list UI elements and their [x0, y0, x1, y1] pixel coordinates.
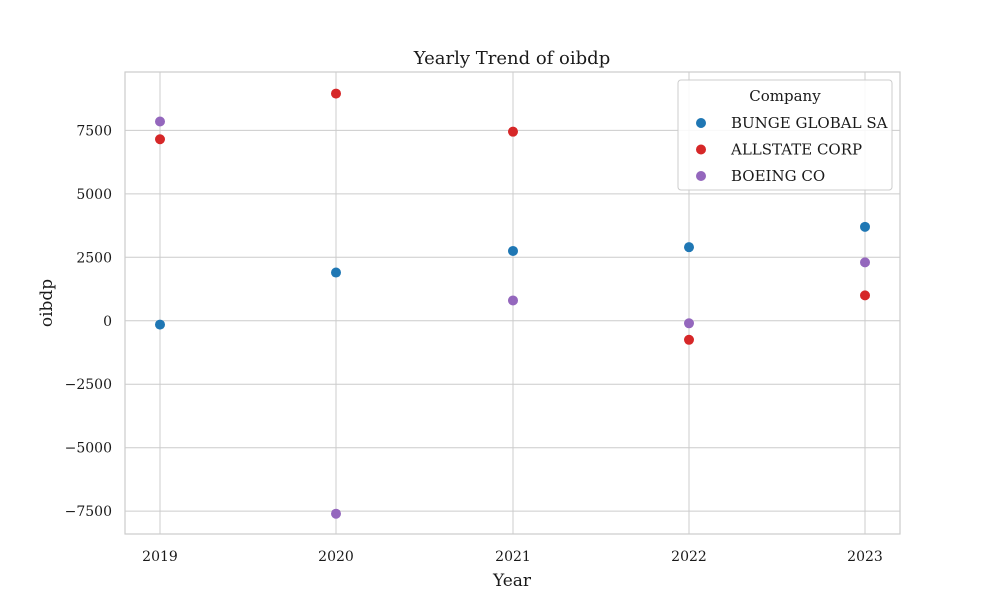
legend-label: BUNGE GLOBAL SA [731, 114, 888, 132]
x-tick-label: 2019 [142, 549, 178, 565]
data-point-bunge-global-sa-2022 [684, 242, 694, 253]
legend-box [677, 79, 893, 191]
data-point-bunge-global-sa-2019 [155, 319, 165, 330]
data-point-bunge-global-sa-2020 [331, 267, 341, 278]
x-tick-label: 2023 [847, 549, 883, 565]
legend-marker [696, 144, 706, 155]
points-layer [155, 88, 870, 519]
legend-items: BUNGE GLOBAL SA ALLSTATE CORP BOEING CO [696, 114, 888, 185]
data-point-boeing-co-2020 [331, 508, 341, 519]
data-point-boeing-co-2021 [508, 295, 518, 306]
x-axis-label: Year [492, 571, 532, 591]
plot-frame [124, 71, 901, 535]
y-tick-label: 2500 [76, 250, 112, 266]
x-tick-label: 2022 [671, 549, 707, 565]
legend-marker [696, 118, 706, 128]
data-point-boeing-co-2022 [684, 318, 694, 329]
data-point-boeing-co-2019 [155, 116, 165, 127]
y-tick-label: 7500 [76, 123, 112, 139]
data-point-allstate-corp-2020 [331, 88, 341, 99]
data-point-bunge-global-sa-2023 [860, 221, 870, 232]
y-tick-label: −5000 [65, 441, 112, 457]
ticks-layer: 2019 2020 2021 2022 2023 −7500 −5000 −2500 0 2500… [65, 123, 883, 565]
grid-layer [125, 72, 900, 534]
data-point-boeing-co-2023 [860, 257, 870, 268]
data-point-bunge-global-sa-2021 [508, 245, 518, 256]
y-tick-label: −7500 [65, 504, 112, 520]
legend-title: Company [749, 87, 821, 105]
data-point-allstate-corp-2021 [508, 126, 518, 137]
y-tick-label: 0 [103, 314, 112, 330]
chart-title: Yearly Trend of oibdp [413, 48, 610, 69]
data-point-allstate-corp-2023 [860, 290, 870, 301]
x-tick-label: 2021 [495, 549, 531, 565]
data-point-allstate-corp-2019 [155, 134, 165, 145]
y-tick-label: −2500 [65, 377, 112, 393]
y-axis-label: oibdp [37, 279, 57, 327]
legend: Company BUNGE GLOBAL SA ALLSTATE CORP BOEI… [677, 79, 893, 191]
legend-label: ALLSTATE CORP [730, 141, 862, 159]
y-tick-label: 5000 [76, 187, 112, 203]
legend-label: BOEING CO [731, 167, 825, 185]
data-point-allstate-corp-2022 [684, 334, 694, 345]
legend-marker [696, 171, 706, 181]
x-tick-label: 2020 [318, 549, 354, 565]
